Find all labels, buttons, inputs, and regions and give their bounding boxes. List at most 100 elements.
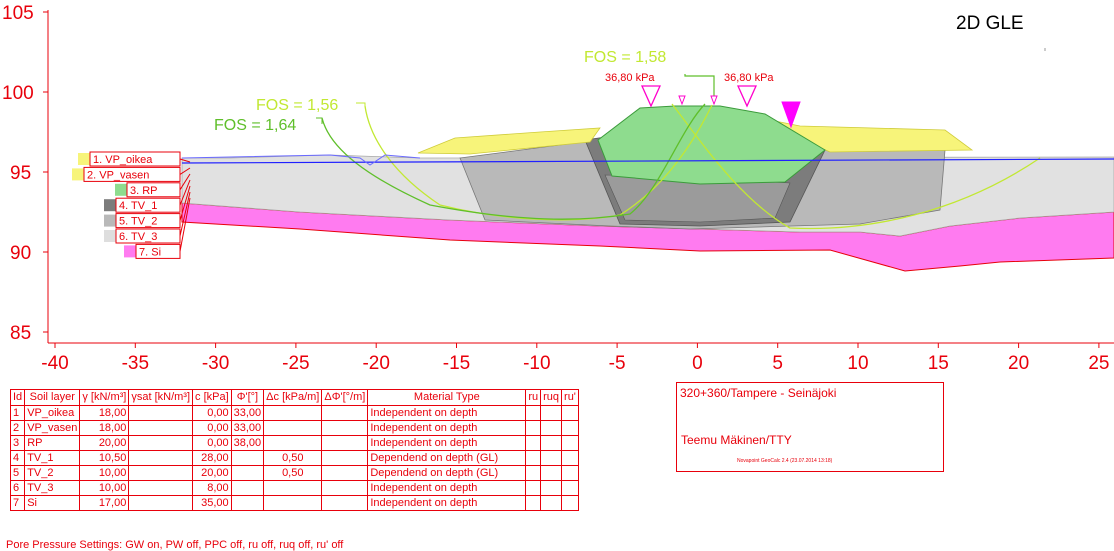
table-cell: 10,00 <box>79 465 130 481</box>
table-cell: 3 <box>9 435 26 451</box>
legend-swatch <box>124 245 136 258</box>
table-header: ΔΦ'[°/m] <box>321 389 369 406</box>
table-cell: 0,00 <box>192 405 232 421</box>
legend-label: 4. TV_1 <box>119 200 157 212</box>
table-header: c [kPa] <box>192 389 232 406</box>
table-header-row: Id Soil layer γ [kN/m³] γsat [kN/m³] c [… <box>9 389 579 406</box>
table-cell: 20,00 <box>79 435 130 451</box>
table-cell <box>321 405 369 421</box>
table-cell: 18,00 <box>79 405 130 421</box>
analysis-title: 2D GLE <box>956 13 1024 34</box>
legend-swatch <box>78 153 90 165</box>
table-cell: 1 <box>9 405 26 421</box>
table-cell <box>128 450 194 466</box>
table-cell: 33,00 <box>230 405 265 421</box>
legend-swatch <box>104 230 116 242</box>
y-tick-label: 100 <box>2 83 34 104</box>
table-cell: 0,50 <box>263 450 323 466</box>
table-cell: VP_oikea <box>24 405 81 421</box>
table-cell <box>561 435 579 451</box>
table-cell: Independent on depth <box>367 495 527 511</box>
water-table-line <box>181 158 1114 164</box>
table-cell <box>321 480 369 496</box>
author-name: Teemu Mäkinen/TTY <box>681 433 792 447</box>
table-row: 4 TV_1 10,50 28,00 0,50 Dependend on depth (G… <box>9 450 579 466</box>
soil-properties-table: Id Soil layer γ [kN/m³] γsat [kN/m³] c [… <box>9 389 579 511</box>
legend-leader-line <box>179 197 191 252</box>
y-tick-label: 95 <box>10 163 31 184</box>
table-cell <box>321 465 369 481</box>
table-cell: RP <box>24 435 81 451</box>
legend-leader-line <box>179 173 191 191</box>
table-cell: 28,00 <box>192 450 232 466</box>
table-cell: 0,00 <box>192 435 232 451</box>
table-cell: TV_2 <box>24 465 81 481</box>
table-cell: Independent on depth <box>367 405 527 421</box>
table-cell: 0,00 <box>192 420 232 436</box>
table-cell <box>540 465 563 481</box>
legend-leader-line <box>179 179 191 206</box>
table-cell <box>263 480 323 496</box>
fill-left-layer <box>417 127 601 155</box>
table-cell: 7 <box>9 495 26 511</box>
table-header: Soil layer <box>24 389 81 406</box>
legend-leader-line <box>179 185 191 221</box>
table-cell: 10,50 <box>79 450 130 466</box>
table-cell: 0,50 <box>263 465 323 481</box>
slip-surfaces <box>316 74 1041 230</box>
table-cell <box>561 495 579 511</box>
table-cell <box>525 465 542 481</box>
table-cell <box>525 435 542 451</box>
x-tick-label: 10 <box>847 353 868 374</box>
x-tick-label: -15 <box>443 353 470 374</box>
legend-leader-line <box>179 167 191 175</box>
table-cell <box>525 480 542 496</box>
table-header: Id <box>9 389 26 406</box>
table-cell <box>321 435 369 451</box>
table-cell <box>540 420 563 436</box>
table-cell <box>561 465 579 481</box>
table-cell: TV_1 <box>24 450 81 466</box>
table-cell <box>540 435 563 451</box>
table-cell: Dependend on depth (GL) <box>367 450 527 466</box>
table-cell: 2 <box>9 420 26 436</box>
legend-label: 3. RP <box>130 185 158 197</box>
table-cell <box>128 465 194 481</box>
legend-label: 6. TV_3 <box>119 231 157 243</box>
axes: 105 100 95 90 85 -40 -35 -30 -25 -20 -15 -10 -5… <box>2 3 1114 374</box>
load-label: 36,80 kPa <box>605 72 655 84</box>
y-tick-label: 90 <box>10 243 31 264</box>
fos-label: FOS = 1,56 <box>256 97 338 114</box>
legend-label: 5. TV_2 <box>119 216 157 228</box>
y-tick-label: 105 <box>2 3 34 24</box>
table-cell <box>540 480 563 496</box>
x-tick-label: 15 <box>928 353 949 374</box>
table-header: Φ'[°] <box>230 389 265 406</box>
table-row: 2 VP_vasen 18,00 0,00 33,00 Independent on de… <box>9 420 579 436</box>
table-header: ruq <box>540 389 563 406</box>
table-cell <box>230 450 265 466</box>
x-tick-label: 5 <box>772 353 783 374</box>
load-triangle-icon <box>736 85 758 108</box>
table-cell: 8,00 <box>192 480 232 496</box>
table-cell <box>263 405 323 421</box>
y-tick-label: 85 <box>10 323 31 344</box>
x-tick-label: -35 <box>122 353 149 374</box>
table-cell: Dependend on depth (GL) <box>367 465 527 481</box>
table-cell <box>525 495 542 511</box>
software-version: Novapoint GeoCalc 2.4 (23.07.2014 13:18) <box>737 458 833 464</box>
legend-leader-line <box>179 191 191 237</box>
x-tick-label: -30 <box>202 353 229 374</box>
table-cell: Independent on depth <box>367 480 527 496</box>
table-cell: 5 <box>9 465 26 481</box>
table-cell <box>263 420 323 436</box>
table-header: ru <box>525 389 542 406</box>
legend-label: 2. VP_vasen <box>87 169 149 181</box>
table-header: Material Type <box>367 389 527 406</box>
x-tick-label: -20 <box>362 353 389 374</box>
table-cell <box>230 465 265 481</box>
table-cell: 4 <box>9 450 26 466</box>
table-cell <box>128 420 194 436</box>
table-cell <box>321 495 369 511</box>
table-cell <box>128 405 194 421</box>
